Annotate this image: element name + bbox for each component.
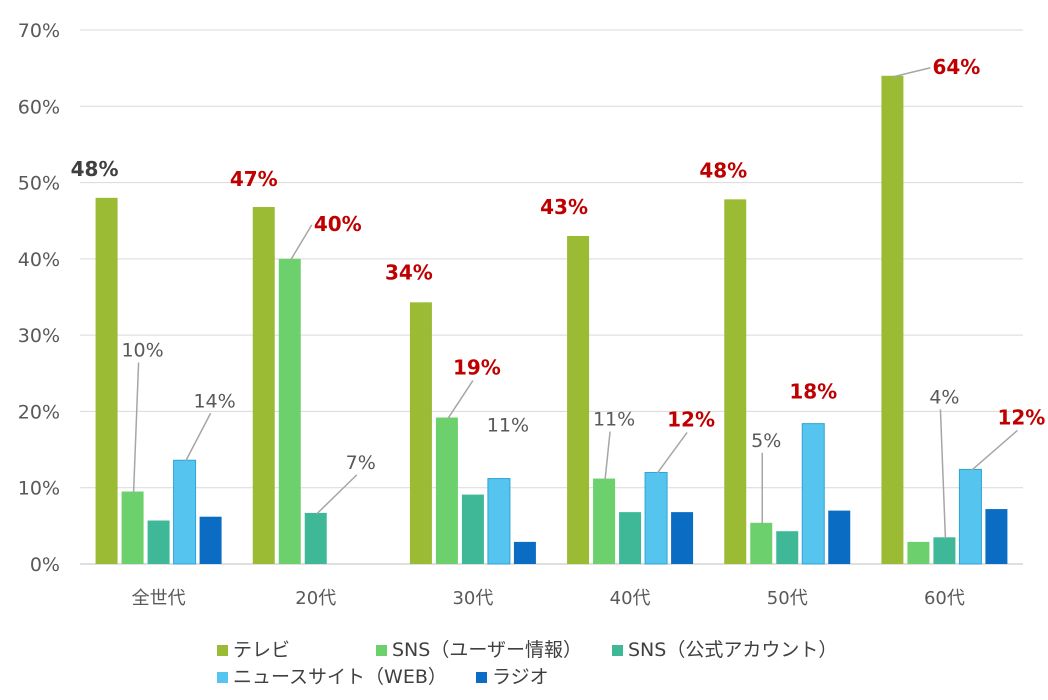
x-tick-label: 60代 — [924, 588, 965, 609]
data-label: 18% — [789, 380, 837, 404]
leader-line — [184, 412, 212, 462]
data-label: 43% — [540, 195, 588, 219]
bar — [907, 541, 930, 564]
bar — [828, 510, 851, 564]
bar — [958, 468, 982, 565]
leader-line — [290, 224, 313, 261]
bar — [199, 516, 222, 564]
data-label: 5% — [751, 430, 781, 452]
y-tick-label: 60% — [18, 96, 60, 118]
bar — [147, 520, 170, 564]
y-tick-label: 20% — [18, 401, 60, 423]
y-tick-label: 0% — [30, 554, 60, 576]
legend-label: SNS（公式アカウント） — [628, 639, 837, 661]
data-label: 47% — [230, 167, 278, 191]
grid-lines — [80, 29, 1023, 565]
data-label: 19% — [453, 356, 501, 380]
legend-label: ラジオ — [492, 666, 549, 688]
y-tick-label: 70% — [18, 20, 60, 42]
bar — [95, 197, 118, 565]
x-axis: 全世代 20代 30代 40代 50代 60代 — [132, 588, 965, 609]
legend-swatch — [376, 645, 387, 656]
x-tick-label: 20代 — [295, 588, 336, 609]
data-labels: 48% 10% 14% 47% 40% 7% 34% 19% 11% 43% 11% 12% 48% 5%… — [71, 55, 1046, 474]
data-label: 64% — [932, 55, 980, 79]
data-label: 14% — [193, 390, 235, 412]
legend-swatch — [217, 645, 228, 656]
bar — [724, 199, 747, 564]
bar — [985, 509, 1008, 564]
bar — [278, 258, 301, 564]
bar — [461, 494, 484, 564]
bar — [776, 531, 799, 564]
bar — [173, 459, 197, 565]
y-tick-label: 10% — [18, 478, 60, 500]
leader-line — [656, 432, 688, 474]
bar — [750, 522, 773, 564]
legend-swatch — [612, 645, 623, 656]
bar — [252, 206, 275, 565]
bar — [304, 512, 327, 564]
bar — [513, 541, 536, 564]
x-tick-label: 全世代 — [132, 588, 186, 609]
data-label: 40% — [314, 212, 362, 236]
leader-line — [893, 67, 931, 78]
leader-line — [447, 380, 474, 419]
bar — [933, 537, 956, 564]
legend-label: ニュースサイト（WEB） — [233, 666, 447, 688]
data-label: 7% — [346, 452, 376, 474]
legend-label: SNS（ユーザー情報） — [392, 639, 582, 661]
y-tick-label: 40% — [18, 249, 60, 271]
x-tick-label: 30代 — [452, 588, 493, 609]
data-label: 34% — [385, 260, 433, 284]
x-tick-label: 40代 — [610, 588, 651, 609]
bar — [435, 417, 458, 564]
leader-line — [132, 362, 140, 493]
y-axis: 0% 10% 20% 30% 40% 50% 60% 70% — [18, 20, 60, 576]
bar — [671, 512, 694, 564]
bar — [644, 471, 668, 565]
leader-line — [939, 409, 947, 539]
legend-swatch — [476, 672, 487, 683]
data-label: 48% — [71, 157, 119, 181]
bars — [95, 75, 1008, 565]
legend-swatch — [217, 672, 228, 683]
leader-line — [970, 429, 1018, 471]
data-label: 11% — [593, 409, 635, 431]
bar — [567, 235, 590, 564]
bar — [881, 75, 904, 565]
bar — [593, 478, 616, 564]
leader-line — [316, 474, 358, 515]
bar — [487, 478, 511, 565]
data-label: 48% — [699, 158, 747, 182]
data-label: 4% — [929, 386, 959, 408]
y-tick-label: 30% — [18, 325, 60, 347]
legend: テレビ SNS（ユーザー情報） SNS（公式アカウント） ニュースサイト（WEB） ラジ… — [217, 639, 837, 688]
data-label: 10% — [121, 340, 163, 362]
bar — [619, 512, 642, 564]
y-tick-label: 50% — [18, 173, 60, 195]
data-label: 12% — [997, 405, 1045, 429]
data-label: 11% — [487, 415, 529, 437]
legend-label: テレビ — [233, 639, 290, 661]
label-leader-lines — [132, 67, 1018, 539]
bar — [409, 302, 432, 564]
leader-line — [604, 431, 611, 480]
x-tick-label: 50代 — [767, 588, 808, 609]
data-label: 12% — [667, 407, 715, 431]
bar — [121, 491, 144, 564]
bar — [801, 423, 825, 565]
